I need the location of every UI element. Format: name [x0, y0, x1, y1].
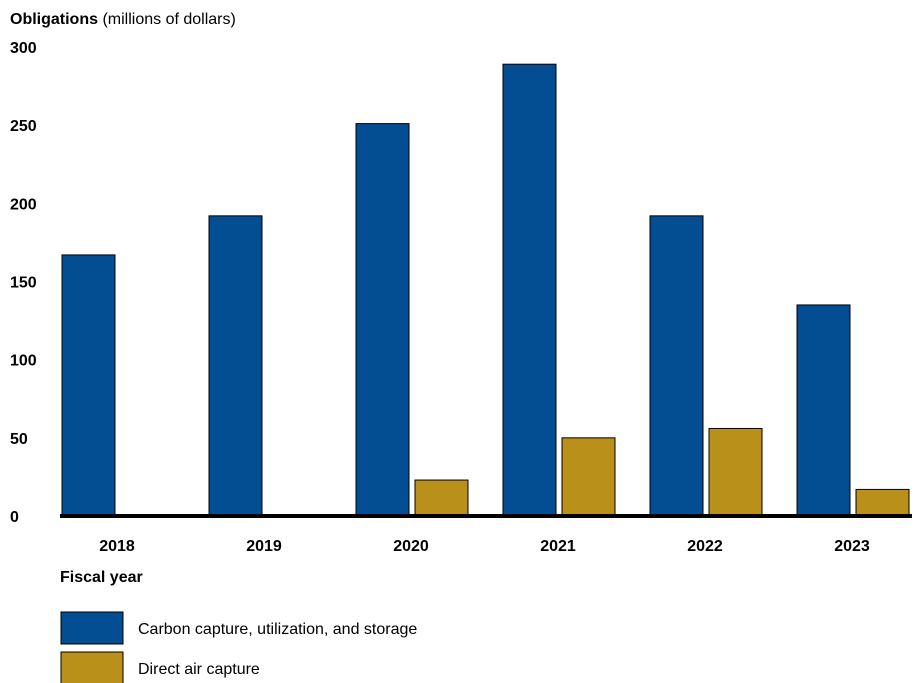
x-tick-label: 2022	[687, 538, 723, 555]
legend-label: Direct air capture	[138, 661, 260, 678]
y-tick-label: 0	[10, 509, 19, 526]
legend-swatch	[61, 612, 123, 644]
y-axis-title-bold: Obligations	[10, 11, 98, 28]
y-tick-label: 250	[10, 118, 37, 135]
x-tick-label: 2019	[246, 538, 282, 555]
y-tick-label: 200	[10, 196, 37, 213]
y-tick-label: 300	[10, 40, 37, 57]
y-axis-title: Obligations (millions of dollars)	[10, 11, 236, 28]
bar-ccus-2021	[503, 64, 556, 516]
y-axis-ticks: 0 50 100 150 200 250 300	[10, 40, 37, 526]
y-tick-label: 50	[10, 431, 28, 448]
y-tick-label: 150	[10, 275, 37, 292]
x-tick-label: 2023	[834, 538, 870, 555]
bar-dac-2021	[562, 438, 615, 516]
x-axis-ticks: 2018 2019 2020 2021 2022 2023	[99, 538, 870, 555]
bar-dac-2022	[709, 428, 762, 516]
bar-dac-2020	[415, 480, 468, 516]
bar-dac-2023	[856, 489, 909, 516]
y-tick-label: 100	[10, 353, 37, 370]
bar-ccus-2019	[209, 216, 262, 516]
x-axis-title: Fiscal year	[60, 569, 143, 586]
x-tick-label: 2021	[540, 538, 576, 555]
bar-ccus-2018	[62, 255, 115, 516]
legend-label: Carbon capture, utilization, and storage	[138, 621, 417, 638]
y-axis-title-units: (millions of dollars)	[102, 11, 235, 28]
legend-swatch	[61, 652, 123, 683]
x-tick-label: 2020	[393, 538, 429, 555]
x-tick-label: 2018	[99, 538, 135, 555]
bar-ccus-2020	[356, 124, 409, 516]
legend: Carbon capture, utilization, and storage…	[61, 612, 417, 683]
bar-ccus-2022	[650, 216, 703, 516]
bars	[62, 64, 909, 516]
bar-ccus-2023	[797, 305, 850, 516]
